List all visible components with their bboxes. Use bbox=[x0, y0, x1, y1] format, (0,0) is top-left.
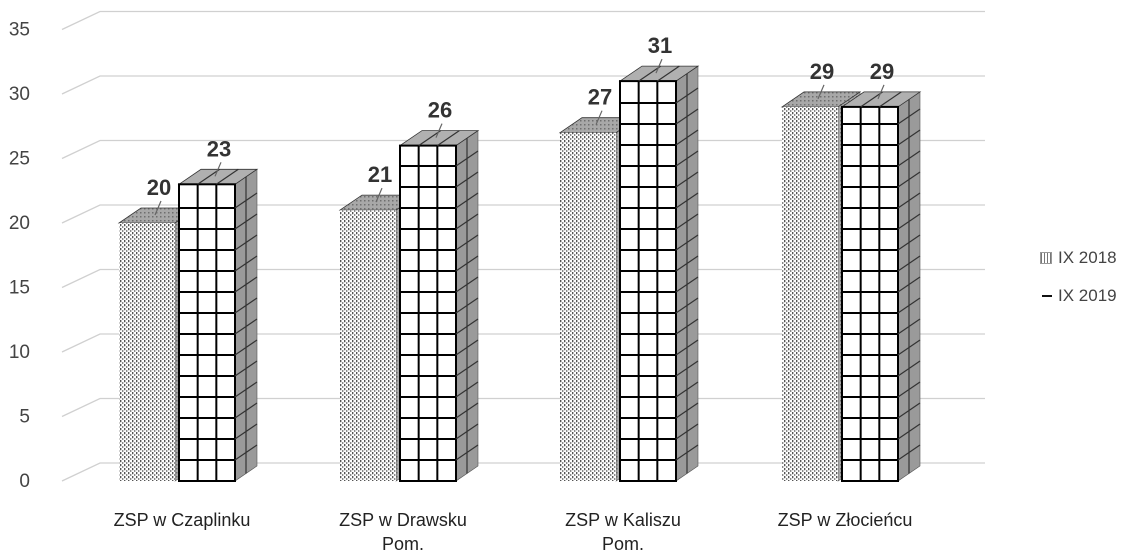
data-label: 27 bbox=[588, 85, 612, 110]
y-tick-label: 0 bbox=[19, 471, 30, 492]
data-label-leader bbox=[154, 200, 162, 216]
category-label: ZSP w Czaplinku bbox=[114, 510, 251, 530]
data-label-leader bbox=[375, 187, 383, 203]
legend-swatch-dotted-icon bbox=[1040, 252, 1052, 264]
y-tick-label: 30 bbox=[9, 84, 30, 105]
data-label-leader bbox=[877, 84, 885, 100]
data-label-leader bbox=[655, 58, 663, 74]
legend-item-series-2: IX 2019 bbox=[1040, 284, 1132, 308]
data-label: 23 bbox=[207, 136, 231, 161]
legend-item-series-1: IX 2018 bbox=[1040, 246, 1132, 270]
bar-ix-2019-2 bbox=[618, 65, 700, 482]
data-label-leader bbox=[817, 84, 825, 100]
y-tick-label: 5 bbox=[19, 407, 30, 428]
data-label: 21 bbox=[368, 162, 392, 187]
legend: IX 2018 IX 2019 bbox=[1040, 246, 1132, 322]
legend-swatch-grid-icon bbox=[1042, 295, 1052, 297]
data-label: 26 bbox=[428, 98, 452, 123]
gridline bbox=[61, 10, 985, 31]
category-label: ZSP w Złocieńcu bbox=[778, 510, 913, 530]
y-tick-label: 25 bbox=[9, 149, 30, 170]
data-label-leader bbox=[435, 123, 443, 138]
data-label: 29 bbox=[810, 59, 834, 84]
data-label: 31 bbox=[648, 33, 672, 58]
data-label: 29 bbox=[870, 59, 894, 84]
bar-ix-2019-3 bbox=[840, 91, 922, 483]
y-tick-label: 10 bbox=[9, 342, 30, 363]
data-label: 20 bbox=[147, 175, 171, 200]
gridline bbox=[61, 75, 985, 95]
category-label: Pom. bbox=[382, 534, 424, 553]
legend-label-series-1: IX 2018 bbox=[1058, 248, 1117, 267]
y-tick-label: 20 bbox=[9, 213, 30, 234]
y-tick-label: 35 bbox=[9, 20, 30, 41]
data-label-leader bbox=[595, 110, 603, 125]
y-tick-label: 15 bbox=[9, 278, 30, 299]
category-label: ZSP w Kaliszu bbox=[565, 510, 681, 530]
bar-ix-2019-1 bbox=[398, 130, 480, 482]
category-label: Pom. bbox=[602, 534, 644, 553]
bar-ix-2019-0 bbox=[177, 168, 259, 483]
data-label-leader bbox=[214, 162, 222, 177]
category-label: ZSP w Drawsku bbox=[339, 510, 467, 530]
legend-label-series-2: IX 2019 bbox=[1058, 286, 1117, 305]
